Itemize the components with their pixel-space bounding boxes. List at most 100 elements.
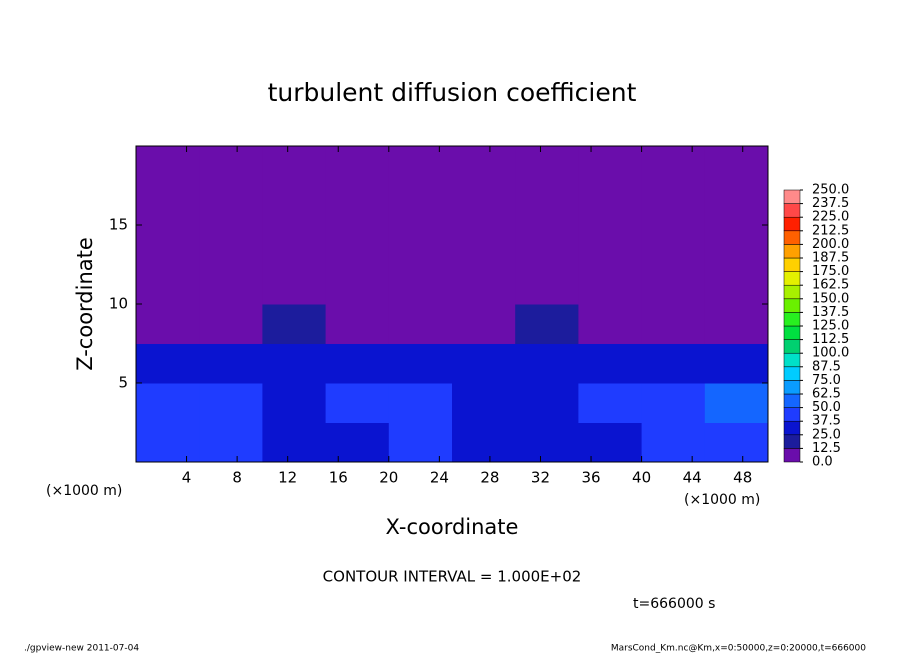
contour-note: CONTOUR INTERVAL = 1.000E+02 [323, 568, 582, 586]
x-axis-label: X-coordinate [386, 515, 519, 539]
heat-cell [199, 343, 263, 384]
x-tick-label: 28 [480, 469, 499, 487]
colorbar-band [783, 257, 801, 272]
heat-cell [325, 146, 390, 186]
heat-cell [452, 304, 516, 344]
colorbar-label: 37.5 [812, 414, 841, 429]
heat-cell [704, 343, 769, 384]
colorbar-label: 200.0 [812, 237, 849, 252]
heat-cell [452, 264, 516, 305]
heat-cell [199, 383, 263, 423]
colorbar-label: 50.0 [812, 400, 841, 415]
chart-title: turbulent diffusion coefficient [268, 78, 637, 107]
colorbar-label: 100.0 [812, 346, 849, 361]
heat-cell [199, 264, 263, 305]
heat-cell [262, 225, 327, 265]
heat-cell [136, 146, 200, 186]
colorbar-label: 137.5 [812, 305, 849, 320]
colorbar-band [783, 366, 801, 381]
heat-cell [262, 185, 327, 226]
colorbar-band [783, 244, 801, 259]
time-label: t=666000 s [633, 596, 715, 612]
x-tick-label: 44 [683, 469, 702, 487]
heat-cell [388, 304, 453, 344]
heat-cell [325, 185, 390, 226]
colorbar-label: 12.5 [812, 441, 841, 456]
heat-cell [325, 383, 390, 423]
x-tick-label: 8 [232, 469, 242, 487]
heat-cell [704, 185, 769, 226]
colorbar-band [783, 448, 801, 463]
heat-cell [325, 343, 390, 384]
heat-cell [452, 225, 516, 265]
colorbar-band [783, 407, 801, 422]
colorbar-label: 62.5 [812, 387, 841, 402]
heat-cell [262, 264, 327, 305]
colorbar-band [783, 216, 801, 232]
heat-cell [641, 343, 706, 384]
heat-cell [515, 422, 579, 463]
heat-cell [641, 185, 706, 226]
colorbar-label: 212.5 [812, 223, 849, 238]
footer-left: ./gpview-new 2011-07-04 [24, 644, 139, 654]
heat-cell [388, 422, 453, 463]
heat-cell [325, 225, 390, 265]
heat-cell [704, 264, 769, 305]
heat-cell [515, 304, 579, 344]
heat-cell [641, 383, 706, 423]
heat-cell [262, 146, 327, 186]
heat-cell [704, 146, 769, 186]
heat-cell [136, 304, 200, 344]
heat-cell [136, 225, 200, 265]
y-tick-label: 5 [118, 374, 128, 392]
heat-cell [641, 422, 706, 463]
heat-cell [452, 185, 516, 226]
heat-cell [578, 343, 643, 384]
colorbar-band [783, 203, 801, 218]
heat-cell [452, 383, 516, 423]
colorbar-band [783, 352, 801, 368]
heat-cell [136, 383, 200, 423]
heat-cell [578, 185, 643, 226]
colorbar-band [783, 230, 801, 245]
heat-cell [388, 225, 453, 265]
x-unit-label: (×1000 m) [46, 483, 122, 499]
heat-cell [325, 422, 390, 463]
x-unit-label: (×1000 m) [684, 492, 760, 508]
heat-cell [199, 146, 263, 186]
heat-cell [388, 185, 453, 226]
colorbar-label: 162.5 [812, 278, 849, 293]
heat-cell [199, 225, 263, 265]
heat-cell [515, 146, 579, 186]
heat-cell [641, 264, 706, 305]
colorbar-label: 237.5 [812, 196, 849, 211]
y-tick-label: 15 [109, 216, 128, 234]
colorbar-label: 150.0 [812, 291, 849, 306]
heat-cell [704, 304, 769, 344]
heat-cell [515, 343, 579, 384]
x-tick-label: 32 [531, 469, 550, 487]
x-tick-label: 24 [430, 469, 449, 487]
heat-cell [578, 264, 643, 305]
colorbar-band [783, 189, 801, 204]
heat-cell [515, 264, 579, 305]
heat-cell [136, 185, 200, 226]
heat-cell [199, 422, 263, 463]
heat-cell [388, 343, 453, 384]
x-tick-label: 48 [733, 469, 752, 487]
heat-cell [704, 383, 769, 423]
heat-cell [262, 422, 327, 463]
heat-cell [325, 264, 390, 305]
heat-cell [452, 146, 516, 186]
heat-cell [704, 422, 769, 463]
heat-cell [641, 146, 706, 186]
heat-cell [452, 343, 516, 384]
heat-cell [452, 422, 516, 463]
colorbar-band [783, 393, 801, 408]
heat-cell [578, 422, 643, 463]
colorbar-band [783, 312, 801, 327]
x-tick-label: 20 [379, 469, 398, 487]
heat-cell [325, 304, 390, 344]
footer-right: MarsCond_Km.nc@Km,x=0:50000,z=0:20000,t=… [611, 644, 866, 654]
